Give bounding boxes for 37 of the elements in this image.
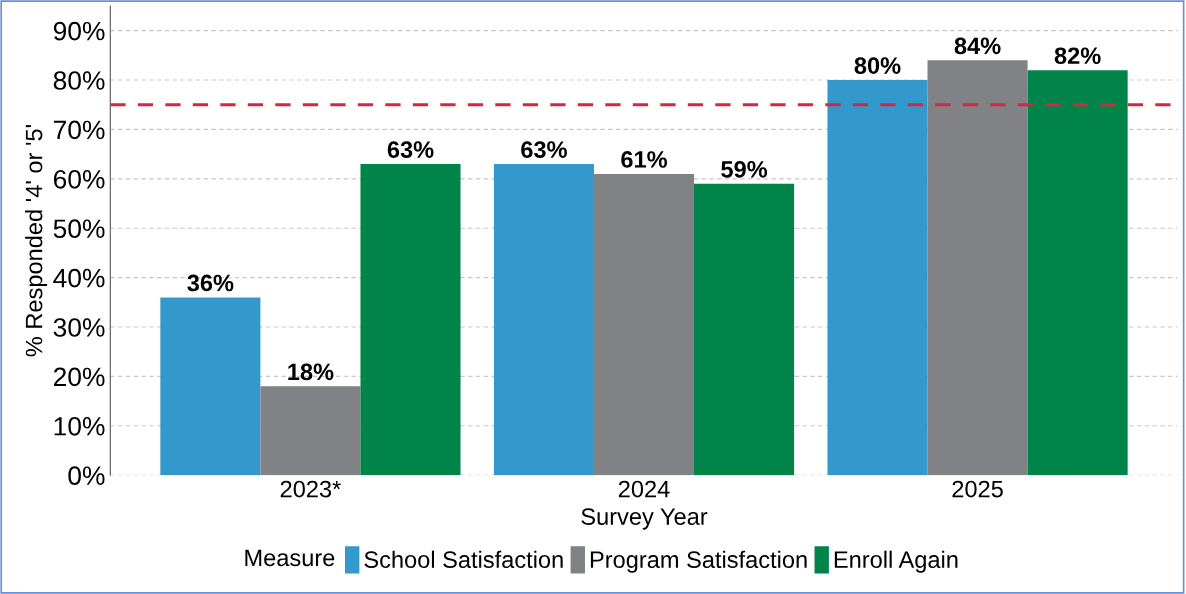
legend-label: Program Satisfaction: [590, 550, 807, 573]
y-tick-label: 70%: [53, 120, 105, 140]
x-tick-label: 2024: [618, 480, 670, 498]
legend-label: School Satisfaction: [364, 550, 563, 569]
data-label: 18%: [288, 363, 334, 381]
y-tick-label: 60%: [53, 169, 105, 189]
bar: [927, 60, 1028, 476]
x-tick-label: 2025: [952, 480, 1003, 498]
data-label: 84%: [954, 37, 1001, 55]
y-tick-label: 0%: [68, 466, 105, 486]
legend-label: Enroll Again: [834, 550, 958, 573]
x-axis-title: Survey Year: [581, 508, 708, 530]
bar: [260, 386, 361, 476]
y-tick-label: 80%: [53, 71, 105, 90]
legend-title: Measure: [245, 549, 335, 567]
data-label: 63%: [387, 141, 434, 158]
y-tick-label: 30%: [53, 318, 105, 337]
data-label: 61%: [621, 151, 668, 168]
bar: [1027, 70, 1128, 476]
data-label: 80%: [854, 57, 901, 74]
y-tick-label: 10%: [54, 416, 105, 436]
data-label: 82%: [1054, 47, 1101, 65]
x-tick-label: 2023*: [280, 480, 341, 498]
y-tick-label: 90%: [53, 21, 105, 41]
bar: [827, 80, 928, 476]
data-label: 36%: [187, 274, 234, 292]
y-tick-label: 40%: [53, 268, 105, 288]
data-label: 59%: [721, 160, 768, 178]
data-label: 63%: [521, 141, 567, 158]
y-tick-label: 50%: [53, 219, 105, 239]
y-tick-label: 20%: [53, 367, 105, 387]
bar: [360, 164, 461, 476]
bar: [493, 164, 594, 476]
y-axis-title: % Responded '4' or '5': [25, 125, 48, 357]
bar: [694, 183, 795, 476]
bar: [160, 297, 261, 476]
bar: [593, 173, 695, 476]
